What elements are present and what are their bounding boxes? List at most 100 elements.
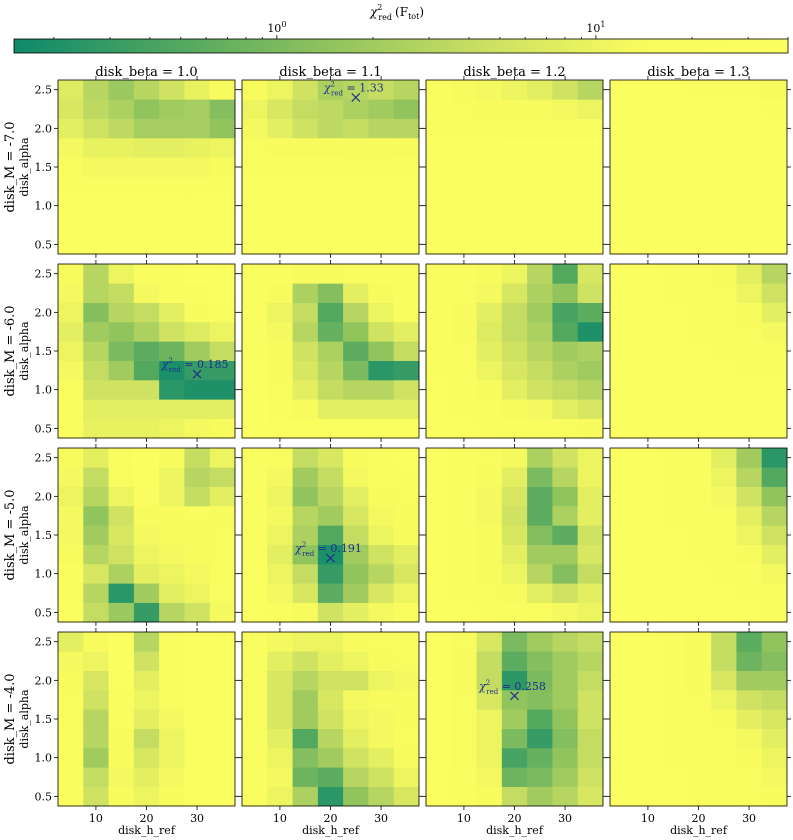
heatmap-cell [108, 651, 135, 671]
heatmap-cell [501, 418, 528, 439]
heatmap-cell [368, 690, 395, 710]
heatmap-cell [108, 99, 135, 119]
colorbar-tick-label: 101 [586, 20, 605, 35]
heatmap-cell [685, 157, 712, 177]
heatmap-cell [108, 176, 135, 197]
heatmap-cell [58, 544, 84, 565]
heatmap-cell [133, 786, 160, 807]
heatmap-cell [685, 138, 712, 158]
heatmap-cell [501, 80, 528, 100]
heatmap-cell [209, 728, 236, 749]
heatmap-cell [368, 234, 395, 255]
heatmap-cell [292, 138, 319, 158]
heatmap-cell [343, 748, 369, 768]
heatmap-cell [501, 748, 528, 768]
heatmap-cell [108, 264, 135, 284]
heatmap-panel: 0.5 1.0 1.5 2.0 2.5 χ2 red = 0.185 [35, 260, 239, 442]
heatmap-cell [393, 670, 420, 691]
y-axis-label: disk_alpha [18, 505, 31, 565]
heatmap-cell [660, 583, 687, 603]
heatmap-cell [133, 418, 160, 439]
heatmap-cell [267, 602, 293, 623]
heatmap-cell [292, 80, 319, 100]
heatmap-cell [242, 602, 268, 623]
heatmap-cell [761, 564, 788, 584]
heatmap-cell [711, 283, 737, 303]
y-axis-label: disk_alpha [18, 321, 31, 381]
heatmap-cell [761, 322, 788, 342]
heatmap-cell [635, 157, 661, 177]
heatmap-cell [711, 322, 737, 342]
heatmap-cell [552, 728, 579, 749]
heatmap-cell [393, 176, 420, 197]
heatmap-cell [451, 138, 477, 158]
heatmap-cell [476, 196, 503, 216]
heatmap-cell [501, 670, 528, 691]
heatmap-cell [501, 486, 528, 507]
heatmap-cell [83, 264, 109, 284]
heatmap-cell [527, 564, 553, 584]
heatmap-cell [343, 583, 369, 603]
heatmap-cell [83, 602, 109, 623]
heatmap-cell [267, 786, 293, 807]
heatmap-cell [711, 157, 737, 177]
heatmap-cell [660, 602, 687, 623]
heatmap-cell [527, 486, 553, 507]
heatmap-cell [267, 583, 293, 603]
heatmap-cell [476, 118, 503, 139]
heatmap-cell [242, 157, 268, 177]
heatmap-cell [209, 506, 236, 526]
heatmap-cell [761, 176, 788, 197]
heatmap-cell [209, 380, 236, 400]
heatmap-cell [610, 670, 636, 691]
heatmap-cell [761, 80, 788, 100]
heatmap-cell [635, 322, 661, 342]
heatmap-cell [527, 380, 553, 400]
heatmap-cell [451, 748, 477, 768]
y-tick-label: 1.5 [35, 529, 53, 542]
heatmap-cell [552, 176, 579, 197]
heatmap-cell [552, 118, 579, 139]
heatmap-cell [267, 176, 293, 197]
heatmap-cell [685, 467, 712, 487]
heatmap-cell [292, 486, 319, 507]
heatmap-cell [501, 506, 528, 526]
heatmap-cell [736, 506, 763, 526]
heatmap-cell [761, 544, 788, 565]
heatmap-cell [184, 709, 211, 729]
heatmap-cell [159, 728, 185, 749]
heatmap-cell [610, 651, 636, 671]
heatmap-cell [292, 157, 319, 177]
heatmap-cell [292, 399, 319, 419]
heatmap-cell [343, 670, 369, 691]
best-fit-label: χ2 red = 0.185 [161, 357, 229, 374]
heatmap-cell [58, 99, 84, 119]
heatmap-cell [83, 80, 109, 100]
x-tick-label: 30 [742, 812, 756, 825]
heatmap-cell [451, 157, 477, 177]
heatmap-cell [736, 525, 763, 545]
heatmap-cell [133, 728, 160, 749]
heatmap-cell [476, 99, 503, 119]
heatmap-cell [267, 506, 293, 526]
heatmap-cell [476, 690, 503, 710]
heatmap-cell [552, 215, 579, 235]
heatmap-cell [393, 264, 420, 284]
heatmap-cell [58, 234, 84, 255]
heatmap-cell [552, 506, 579, 526]
heatmap-cell [527, 448, 553, 468]
heatmap-cell [292, 196, 319, 216]
heatmap-cell [610, 215, 636, 235]
heatmap-cell [292, 728, 319, 749]
heatmap-cell [685, 418, 712, 439]
heatmap-cell [577, 283, 604, 303]
heatmap-cell [58, 525, 84, 545]
heatmap-cell [736, 651, 763, 671]
heatmap-cell [426, 544, 452, 565]
heatmap-cell [610, 448, 636, 468]
heatmap-cell [317, 525, 344, 545]
heatmap-cell [635, 728, 661, 749]
heatmap-cell [159, 380, 185, 400]
heatmap-cell [577, 709, 604, 729]
heatmap-cell [368, 138, 395, 158]
